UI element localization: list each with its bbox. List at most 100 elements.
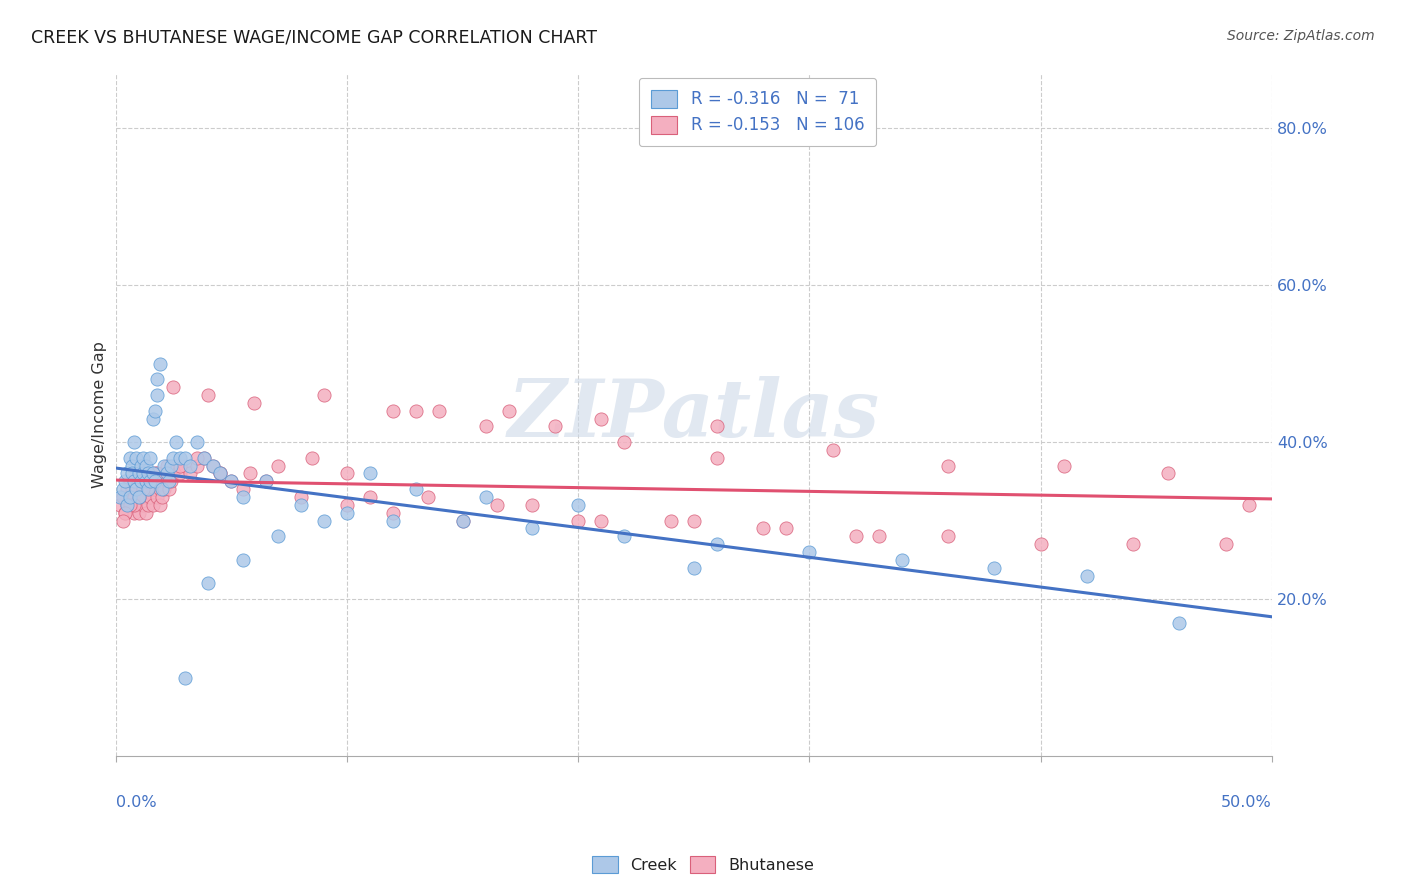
Point <box>110 498 132 512</box>
Point <box>405 403 427 417</box>
Point <box>254 475 277 489</box>
Point <box>193 450 215 465</box>
Point <box>659 514 682 528</box>
Point <box>115 498 138 512</box>
Point <box>266 529 288 543</box>
Point <box>169 450 191 465</box>
Point <box>135 458 157 473</box>
Point <box>1029 537 1052 551</box>
Point <box>125 482 148 496</box>
Point <box>153 458 176 473</box>
Point <box>129 475 152 489</box>
Point <box>111 514 134 528</box>
Point <box>312 388 335 402</box>
Point <box>129 475 152 489</box>
Point <box>520 521 543 535</box>
Point <box>136 498 159 512</box>
Point <box>139 475 162 489</box>
Point <box>706 537 728 551</box>
Point <box>122 475 145 489</box>
Point <box>132 450 155 465</box>
Point <box>146 372 169 386</box>
Point <box>149 357 172 371</box>
Point <box>146 388 169 402</box>
Point <box>143 403 166 417</box>
Point <box>142 411 165 425</box>
Point <box>118 475 141 489</box>
Point <box>382 514 405 528</box>
Point <box>155 475 177 489</box>
Point <box>122 435 145 450</box>
Point <box>266 458 288 473</box>
Point <box>451 514 474 528</box>
Point <box>239 467 262 481</box>
Point <box>115 482 138 496</box>
Point <box>567 498 589 512</box>
Point <box>254 475 277 489</box>
Point <box>128 490 150 504</box>
Point <box>706 419 728 434</box>
Point <box>186 435 208 450</box>
Point <box>544 419 567 434</box>
Text: CREEK VS BHUTANESE WAGE/INCOME GAP CORRELATION CHART: CREEK VS BHUTANESE WAGE/INCOME GAP CORRE… <box>31 29 598 46</box>
Point <box>118 498 141 512</box>
Point <box>150 475 173 489</box>
Point <box>186 458 208 473</box>
Point <box>169 458 191 473</box>
Point <box>1122 537 1144 551</box>
Point <box>752 521 775 535</box>
Point <box>142 498 165 512</box>
Point <box>197 388 219 402</box>
Point <box>405 482 427 496</box>
Point <box>136 482 159 496</box>
Point <box>891 553 914 567</box>
Point <box>1076 568 1098 582</box>
Point <box>232 482 254 496</box>
Point <box>382 403 405 417</box>
Point <box>155 458 177 473</box>
Point <box>179 458 201 473</box>
Point <box>169 467 191 481</box>
Point <box>115 498 138 512</box>
Point <box>1215 537 1237 551</box>
Point <box>208 467 231 481</box>
Point <box>136 482 159 496</box>
Point <box>121 458 143 473</box>
Point <box>118 450 141 465</box>
Point <box>121 498 143 512</box>
Point <box>142 467 165 481</box>
Point <box>128 467 150 481</box>
Point <box>174 458 197 473</box>
Point <box>179 467 201 481</box>
Point <box>132 482 155 496</box>
Point <box>1168 615 1191 630</box>
Point <box>132 467 155 481</box>
Point <box>290 490 312 504</box>
Point <box>139 450 162 465</box>
Point <box>382 506 405 520</box>
Point <box>157 482 180 496</box>
Point <box>115 467 138 481</box>
Point <box>118 490 141 504</box>
Point <box>125 482 148 496</box>
Point <box>111 490 134 504</box>
Point <box>312 514 335 528</box>
Point <box>118 490 141 504</box>
Point <box>146 490 169 504</box>
Point <box>474 419 496 434</box>
Point <box>208 467 231 481</box>
Text: Source: ZipAtlas.com: Source: ZipAtlas.com <box>1227 29 1375 43</box>
Point <box>128 506 150 520</box>
Point <box>1237 498 1260 512</box>
Point <box>139 490 162 504</box>
Point <box>110 490 132 504</box>
Point <box>160 458 183 473</box>
Point <box>157 475 180 489</box>
Point <box>174 671 197 685</box>
Point <box>201 458 224 473</box>
Point <box>451 514 474 528</box>
Point <box>336 467 359 481</box>
Point <box>143 475 166 489</box>
Point <box>359 467 381 481</box>
Point <box>160 475 183 489</box>
